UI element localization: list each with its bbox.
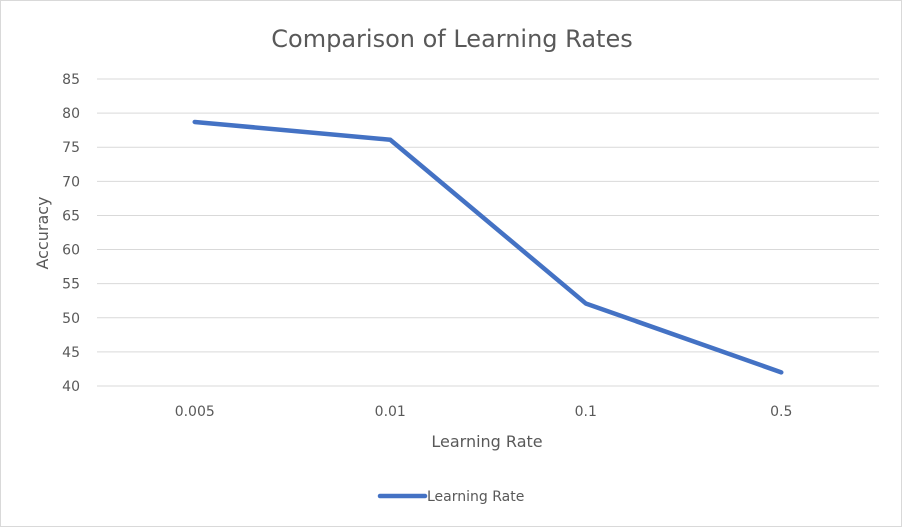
- y-axis-ticks: 40 45 50 55 60 65 70 75 80 85: [62, 72, 80, 395]
- y-tick-label: 60: [62, 243, 80, 259]
- y-tick-label: 65: [62, 208, 80, 224]
- x-axis-title: Learning Rate: [431, 432, 542, 451]
- y-tick-label: 45: [62, 345, 80, 361]
- gridlines: [97, 78, 879, 387]
- chart-title: Comparison of Learning Rates: [271, 25, 632, 53]
- y-tick-label: 80: [62, 106, 80, 122]
- x-tick-label: 0.5: [770, 404, 792, 420]
- legend-label: Learning Rate: [427, 489, 524, 505]
- x-axis-ticks: 0.005 0.01 0.1 0.5: [175, 404, 793, 420]
- legend: Learning Rate: [377, 489, 524, 505]
- y-tick-label: 85: [62, 72, 80, 88]
- y-tick-label: 75: [62, 140, 80, 156]
- x-tick-label: 0.01: [375, 404, 406, 420]
- series-lines: [192, 119, 784, 375]
- y-tick-label: 50: [62, 311, 80, 327]
- x-tick-label: 0.1: [575, 404, 597, 420]
- y-tick-label: 55: [62, 277, 80, 293]
- x-tick-label: 0.005: [175, 404, 215, 420]
- y-tick-label: 70: [62, 174, 80, 190]
- y-axis-title: Accuracy: [33, 196, 52, 269]
- y-tick-label: 40: [62, 379, 80, 395]
- series-line: [192, 119, 784, 375]
